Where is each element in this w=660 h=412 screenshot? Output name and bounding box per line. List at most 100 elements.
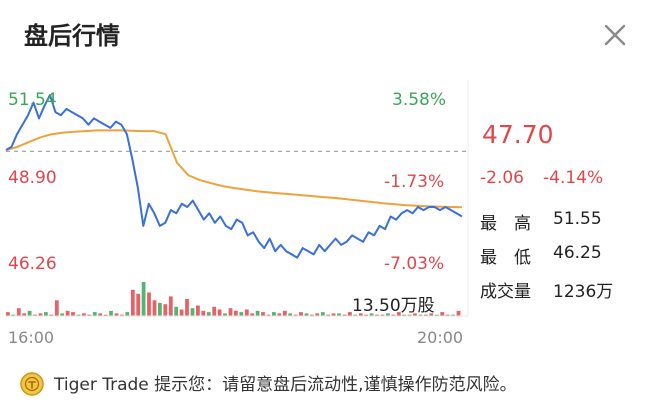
volume-bar (250, 313, 255, 316)
volume-bar (342, 314, 347, 316)
volume-bar (277, 313, 282, 316)
low-label: 最 低 (480, 248, 531, 268)
volume-bar (358, 313, 363, 316)
volume-bar (402, 314, 407, 316)
volume-bar (320, 312, 325, 316)
volume-bar (391, 314, 396, 316)
volume-bar (310, 314, 314, 316)
volume-bar (76, 314, 81, 316)
volume-bar (451, 314, 455, 316)
volume-bar (386, 313, 390, 316)
tiger-coin-icon (20, 372, 44, 396)
y-label-mid: 48.90 (8, 168, 57, 188)
volume-bar (82, 313, 86, 316)
volume-bar (396, 312, 401, 316)
volume-bar (54, 300, 59, 316)
volume-bar (272, 312, 276, 316)
volume-bar (266, 314, 271, 316)
volume-bar (174, 306, 179, 316)
volume-bar (125, 312, 130, 316)
volume-bar (282, 310, 287, 316)
volume-bar (11, 314, 16, 316)
volume-bar (179, 309, 184, 316)
last-price: 47.70 (482, 120, 554, 149)
volume-bar (158, 302, 162, 316)
price-line (5, 94, 463, 259)
volume-bar (331, 313, 336, 316)
panel-title: 盘后行情 (24, 22, 120, 50)
volume-bar (120, 314, 124, 316)
volume-bar (364, 314, 369, 316)
volume-bar (190, 308, 195, 316)
volume-bar (196, 305, 200, 316)
pct-label-mid: -1.73% (384, 172, 445, 192)
volume-bar (288, 313, 293, 316)
volume-bar (353, 314, 358, 316)
low-value: 46.25 (553, 243, 602, 263)
volume-bar (168, 296, 173, 316)
price-change-pct: -4.14% (543, 168, 604, 188)
volume-bar (299, 312, 303, 316)
volume-bar (304, 313, 309, 316)
volume-bar (228, 308, 233, 316)
volume-bar (244, 309, 249, 316)
volume-bar (217, 309, 222, 316)
pct-label-low: -7.03% (384, 254, 445, 274)
volume-bar (375, 314, 379, 316)
volume-bar (445, 314, 450, 316)
volume-bar (315, 313, 320, 316)
time-end: 20:00 (417, 328, 464, 347)
volume-bar (185, 299, 189, 316)
volume-bar (337, 313, 341, 316)
close-icon[interactable] (598, 18, 632, 52)
y-label-low: 46.26 (8, 254, 57, 274)
volume-bar (44, 312, 48, 316)
volume-bar (456, 310, 461, 316)
volume-bar (141, 282, 146, 316)
volume-bar (87, 314, 92, 316)
volume-bar (413, 313, 417, 316)
volume-label: 成交量 (480, 282, 531, 302)
volume-bar (152, 300, 157, 316)
y-label-high: 51.54 (8, 90, 57, 110)
volume-bar (109, 310, 113, 316)
volume-bar (38, 313, 43, 316)
volume-bar (136, 293, 141, 316)
price-change: -2.06 (480, 168, 524, 188)
volume-bar (418, 314, 423, 316)
volume-bar (65, 310, 70, 316)
volume-bar (380, 314, 385, 316)
high-value: 51.55 (553, 209, 602, 229)
volume-value: 1236万 (553, 282, 614, 302)
volume-bar (6, 312, 10, 316)
risk-notice: Tiger Trade 提示您：请留意盘后流动性,谨慎操作防范风险。 (54, 375, 517, 395)
volume-bar (407, 314, 412, 316)
volume-bar (147, 292, 151, 316)
volume-bar (440, 312, 445, 316)
pct-label-high: 3.58% (392, 90, 447, 110)
volume-max-label: 13.50万股 (352, 296, 435, 316)
time-start: 16:00 (8, 328, 55, 347)
volume-bar (369, 313, 374, 316)
volume-bar (223, 313, 227, 316)
volume-bar (92, 312, 97, 316)
volume-bar (163, 304, 168, 316)
volume-bar (424, 314, 428, 316)
volume-bar (103, 314, 108, 316)
volume-bar (429, 313, 434, 316)
volume-bar (33, 314, 37, 316)
volume-bar (27, 310, 32, 316)
volume-bar (434, 314, 439, 316)
average-price-line (5, 129, 463, 209)
volume-bar (114, 313, 119, 316)
volume-bar (16, 308, 21, 316)
volume-bar (348, 312, 352, 316)
volume-bar (49, 314, 54, 316)
volume-bar (212, 306, 217, 316)
volume-bar (326, 314, 331, 316)
volume-bar (234, 310, 238, 316)
volume-bar (130, 289, 135, 316)
volume-bar (71, 312, 75, 316)
volume-bar (206, 312, 211, 316)
